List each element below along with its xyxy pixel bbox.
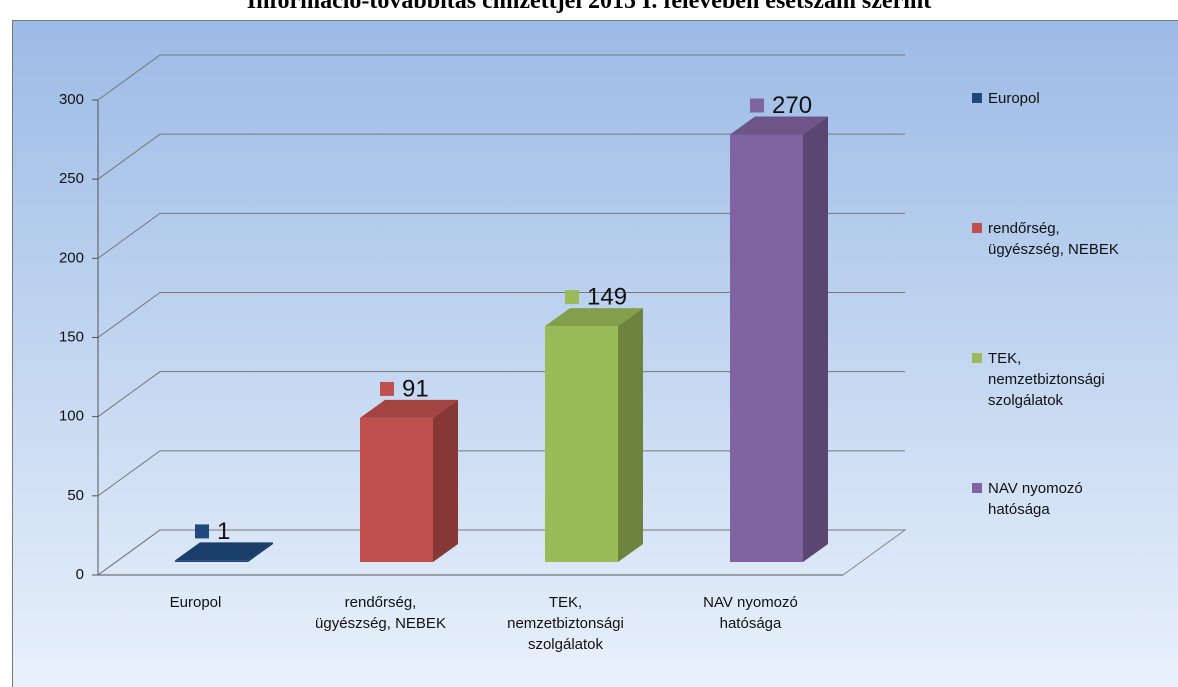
- grid-line: [97, 292, 905, 338]
- y-tick-label: 100: [59, 408, 84, 425]
- bar-side: [618, 308, 643, 562]
- value-marker: [380, 381, 394, 396]
- legend-swatch: [972, 93, 982, 103]
- y-tick-label: 250: [59, 170, 84, 187]
- value-marker: [565, 290, 579, 305]
- grid-line: [97, 529, 905, 576]
- bar: [360, 417, 433, 562]
- legend-label: Europol: [988, 90, 1040, 107]
- value-label: 149: [587, 283, 627, 310]
- value-label: 91: [402, 375, 429, 402]
- value-marker: [750, 98, 764, 113]
- grid-line: [97, 450, 905, 497]
- y-tick-label: 150: [59, 328, 84, 345]
- bar-top: [175, 542, 273, 561]
- value-label: 270: [772, 92, 812, 119]
- y-tick-label: 300: [59, 91, 84, 108]
- x-tick-label: TEK, nemzetbiztonsági szolgálatok: [507, 594, 624, 653]
- bar-top: [360, 399, 458, 418]
- legend-label: rendőrség, ügyészség, NEBEK: [988, 220, 1119, 258]
- x-tick-label: Europol: [169, 594, 222, 611]
- y-tick-label: 0: [76, 566, 84, 583]
- chart-title: Információ-továbbítás címzettjei 2015 I.…: [246, 0, 932, 14]
- bar: [175, 560, 248, 562]
- grid-line: [97, 212, 905, 259]
- legend-label: NAV nyomozó hatósága: [988, 480, 1083, 518]
- legend-swatch: [972, 483, 982, 493]
- bar: [545, 326, 618, 562]
- grid-line: [97, 133, 905, 180]
- bar-side: [433, 399, 458, 562]
- bar-top: [730, 116, 828, 135]
- bar-side: [248, 542, 273, 562]
- y-tick-label: 200: [59, 249, 84, 266]
- y-tick-label: 50: [67, 487, 84, 504]
- legend-swatch: [972, 223, 982, 233]
- bar: [730, 134, 803, 562]
- value-marker: [195, 524, 209, 539]
- x-tick-label: NAV nyomozó hatósága: [703, 594, 798, 632]
- bar-top: [545, 308, 643, 327]
- legend-label: TEK, nemzetbiztonsági szolgálatok: [988, 350, 1105, 409]
- bar-side: [803, 116, 828, 562]
- value-label: 1: [217, 518, 230, 545]
- grid-line: [97, 54, 905, 101]
- legend-swatch: [972, 353, 982, 363]
- grid-line: [97, 371, 905, 418]
- x-tick-label: rendőrség, ügyészség, NEBEK: [315, 594, 446, 632]
